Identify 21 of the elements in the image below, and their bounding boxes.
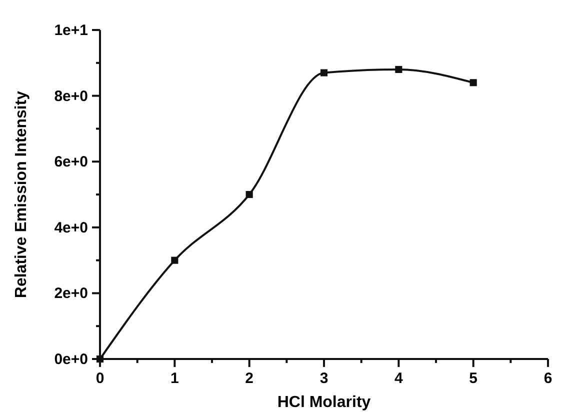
x-tick-label: 6 <box>544 370 552 387</box>
point <box>395 66 402 74</box>
point <box>320 69 328 76</box>
point <box>470 79 477 86</box>
y-tick-label: 6e+0 <box>54 154 88 171</box>
y-tick-label: 8e+0 <box>54 88 88 105</box>
x-tick-label: 1 <box>170 370 179 387</box>
y-tick-label: 1e+1 <box>54 22 88 39</box>
y-tick-label: 4e+0 <box>54 219 88 236</box>
x-tick-label: 3 <box>320 370 328 387</box>
x-tick-label: 4 <box>394 370 404 387</box>
y-tick-label: 0e+0 <box>54 351 88 368</box>
point <box>246 190 253 198</box>
x-axis-title: HCl Molarity <box>277 394 371 411</box>
x-tick-label: 5 <box>469 370 478 387</box>
point <box>171 256 178 264</box>
x-tick-label: 2 <box>245 370 254 387</box>
point <box>96 355 104 363</box>
x-tick-label: 0 <box>96 370 104 387</box>
y-tick-label: 2e+0 <box>54 285 88 302</box>
y-axis-title: Relative Emission Intensity <box>13 90 30 298</box>
